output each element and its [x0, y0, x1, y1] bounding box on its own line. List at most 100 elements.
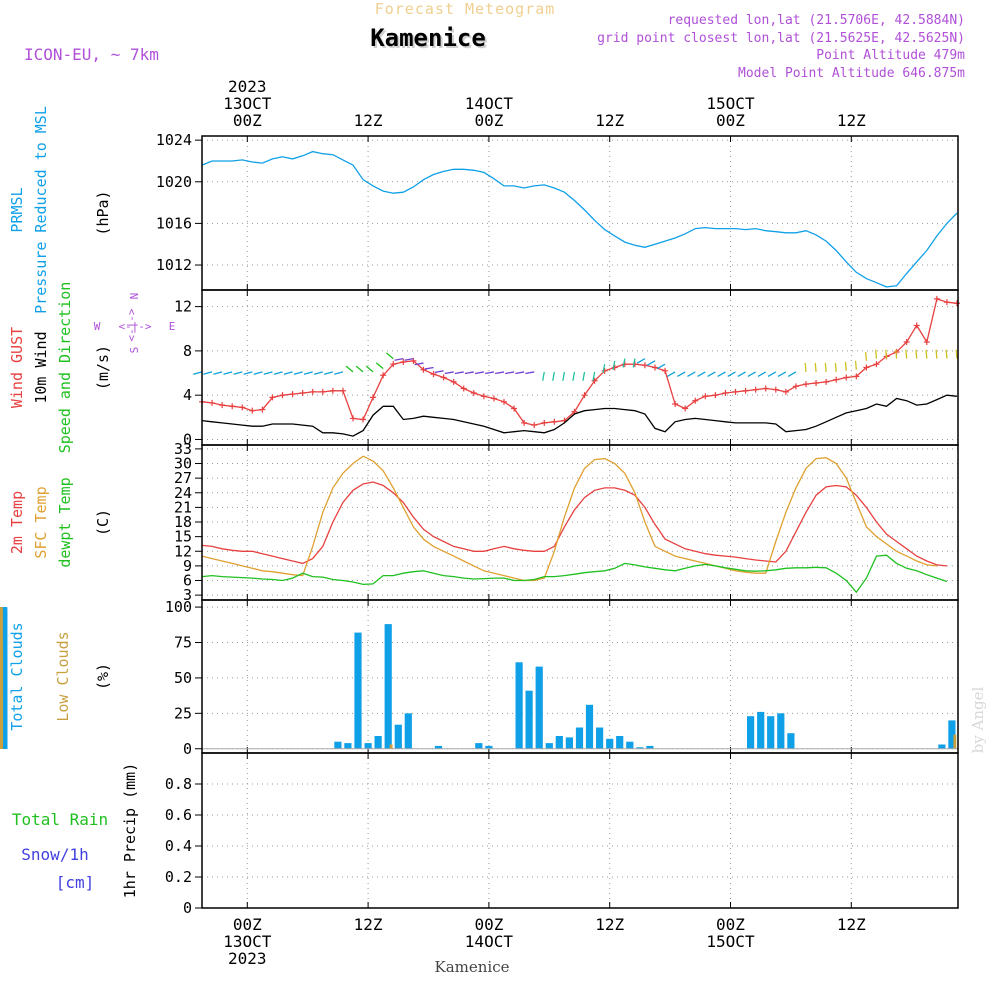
wind-arrow: [434, 370, 444, 374]
gust-marker: [390, 361, 397, 368]
gust-marker: [953, 300, 960, 307]
bar-total-clouds: [565, 737, 573, 749]
wind-arrow: [293, 371, 303, 375]
bar-total-clouds: [757, 711, 765, 749]
wind-arrow: [303, 371, 313, 375]
series-line-dewpt-temp: [201, 554, 948, 594]
y-tick-label: 3: [183, 586, 192, 604]
gust-marker: [792, 383, 799, 390]
bottom-time-label: 00Z: [233, 915, 262, 934]
gust-marker: [480, 393, 487, 400]
gust-marker: [309, 388, 316, 395]
top-time-label: 13OCT: [223, 94, 272, 113]
wind-arrow: [495, 371, 505, 375]
gust-marker: [370, 394, 377, 401]
wind-arrow: [365, 365, 374, 373]
bottom-time-label: 12Z: [354, 915, 383, 934]
bar-total-clouds: [938, 744, 946, 749]
wind-arrow: [677, 371, 686, 377]
wind-arrow: [515, 371, 525, 375]
wind-arrow: [656, 363, 666, 370]
wind-arrow: [945, 349, 948, 359]
watermark: by Angel: [969, 686, 987, 753]
gust-marker: [521, 419, 528, 426]
unit-label: (hPa): [94, 190, 112, 235]
series-line-prmsl: [201, 150, 958, 288]
wind-arrow: [444, 371, 454, 375]
series-line-wind-gust: [201, 298, 958, 426]
bar-total-clouds: [777, 713, 785, 749]
series-line-10m-wind: [201, 394, 958, 437]
gust-marker: [682, 405, 689, 412]
y-tick-label: 9: [183, 557, 192, 575]
top-time-label: 12Z: [354, 111, 383, 130]
y-axis-label: dewpt Temp: [56, 477, 74, 567]
wind-arrow: [203, 371, 213, 375]
wind-arrow: [552, 371, 555, 381]
series-line-2m-temp: [201, 481, 947, 567]
wind-arrow: [414, 362, 424, 366]
gust-marker: [259, 406, 266, 413]
bar-total-clouds: [948, 720, 956, 749]
gust-marker: [873, 361, 880, 368]
series-line-sfc-temp: [201, 455, 937, 582]
bar-low-clouds: [0, 607, 3, 749]
y-tick-label: 1024: [156, 131, 192, 149]
model-altitude: Model Point Altitude 646.875m: [738, 66, 965, 81]
wind-arrow: [542, 371, 545, 381]
gust-marker: [843, 374, 850, 381]
gust-marker: [269, 394, 276, 401]
wind-arrow: [925, 349, 928, 359]
gust-marker: [833, 376, 840, 383]
y-tick-label: 27: [174, 469, 192, 487]
gust-marker: [511, 405, 518, 412]
gust-marker: [672, 401, 679, 408]
wind-arrow: [454, 371, 464, 375]
gust-marker: [742, 387, 749, 394]
gust-marker: [943, 299, 950, 306]
y-tick-label: 50: [174, 669, 192, 687]
wind-arrow: [747, 371, 756, 377]
station-title: Kamenice: [372, 26, 488, 54]
bottom-time-label: 12Z: [595, 915, 624, 934]
wind-arrow: [253, 371, 263, 375]
bar-total-clouds: [747, 716, 755, 749]
gust-marker: [249, 407, 256, 414]
bar-total-clouds: [404, 713, 412, 749]
model-label: ICON-EU, ~ 7km: [24, 45, 159, 64]
bottom-time-label: 14OCT: [465, 932, 514, 951]
wind-arrow: [707, 371, 716, 377]
bar-total-clouds: [475, 743, 483, 749]
gust-marker: [782, 388, 789, 395]
y-tick-label: 0: [183, 430, 192, 448]
bar-total-clouds: [384, 624, 392, 749]
y-axis-label: Total Rain: [12, 810, 108, 829]
wind-arrow: [864, 351, 868, 361]
wind-arrow: [233, 371, 243, 375]
y-tick-label: 0.8: [165, 775, 192, 793]
grid-point: grid point closest lon,lat (21.5625E, 42…: [597, 31, 965, 46]
panel-frame: [201, 752, 959, 909]
bar-total-clouds: [575, 727, 584, 749]
bar-total-clouds: [344, 743, 352, 749]
gust-marker: [692, 397, 699, 404]
y-tick-label: 33: [174, 440, 192, 458]
wind-arrow: [193, 371, 203, 375]
gust-marker: [752, 386, 759, 393]
gust-marker: [349, 415, 356, 422]
bar-total-clouds: [364, 743, 372, 749]
gust-marker: [380, 372, 387, 379]
wind-arrow: [834, 362, 837, 372]
wind-arrow: [895, 349, 898, 359]
requested-point: requested lon,lat (21.5706E, 42.5884N): [668, 13, 965, 28]
bar-total-clouds: [545, 743, 553, 749]
gust-marker: [360, 416, 367, 423]
bar-total-clouds: [525, 690, 533, 749]
gust-marker: [319, 388, 326, 395]
wind-arrow: [355, 365, 364, 373]
wind-arrow: [345, 365, 354, 373]
bar-total-clouds: [535, 666, 543, 749]
wind-arrow: [313, 371, 323, 375]
compass-arrows: <-|->: [118, 320, 151, 333]
